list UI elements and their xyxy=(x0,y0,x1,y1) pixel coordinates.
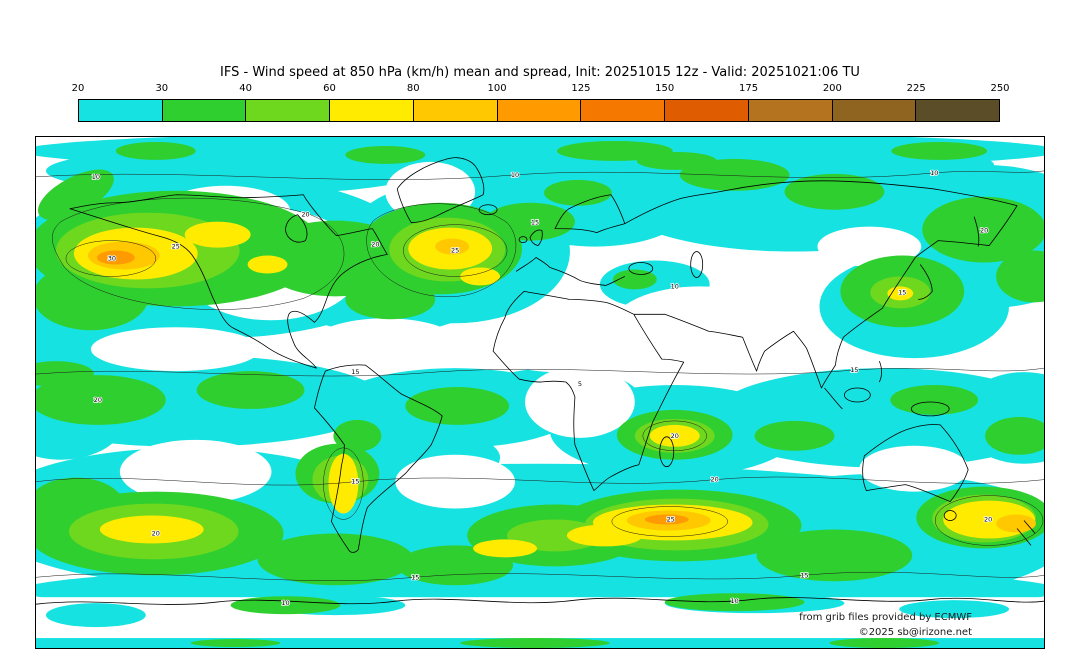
contour-label: 10 xyxy=(281,599,289,607)
colorbar-tick-label: 225 xyxy=(906,83,926,94)
colorbar-tick-label: 150 xyxy=(655,83,675,94)
colorbar-tick-label: 40 xyxy=(239,83,252,94)
colorbar-tick-label: 30 xyxy=(155,83,169,94)
contour-label: 15 xyxy=(850,366,858,374)
colorbar-segment xyxy=(162,100,247,121)
attribution-source: from grib files provided by ECMWF xyxy=(799,612,972,623)
coastline-layer xyxy=(36,157,1044,605)
contour-label: 15 xyxy=(411,573,419,581)
contour-label: 20 xyxy=(711,476,719,484)
isoline-layer xyxy=(36,170,1044,581)
contour-label: 10 xyxy=(92,173,100,181)
contour-label: 20 xyxy=(980,227,988,235)
colorbar-tick-label: 200 xyxy=(822,83,842,94)
attribution: from grib files provided by ECMWF ©2025 … xyxy=(799,610,972,640)
contour-label: 30 xyxy=(108,255,116,263)
contour-label: 10 xyxy=(930,169,938,177)
contour-label: 25 xyxy=(172,243,180,251)
colorbar-segment xyxy=(79,100,163,121)
attribution-copyright: ©2025 sb@irizone.net xyxy=(858,627,972,638)
colorbar-segment xyxy=(916,100,1000,121)
colorbar-segment xyxy=(832,100,917,121)
colorbar-bar xyxy=(78,99,1000,122)
colorbar-segment xyxy=(665,100,749,121)
contour-label: 5 xyxy=(578,380,582,388)
colorbar-segment xyxy=(748,100,833,121)
colorbar: 20 30 40 60 80 100 125 150 175 200 225 250 xyxy=(72,83,1010,122)
contour-label: 20 xyxy=(371,241,379,249)
contour-label: 10 xyxy=(511,171,519,179)
contour-label: 15 xyxy=(351,478,359,486)
colorbar-segment xyxy=(246,100,331,121)
colorbar-tick-label: 20 xyxy=(71,83,85,94)
map-frame: 10 10 10 15 15 15 20 15 15 25 30 20 25 20 15 10 15 20 20 20… xyxy=(35,136,1045,649)
colorbar-tick-label: 125 xyxy=(571,83,591,94)
contour-label: 10 xyxy=(730,597,738,605)
contour-label: 10 xyxy=(671,282,679,290)
wind-fill-layer-100 xyxy=(96,250,689,525)
contour-label: 15 xyxy=(898,288,906,296)
colorbar-tick-label: 250 xyxy=(990,83,1010,94)
colorbar-segment xyxy=(581,100,666,121)
colorbar-segment xyxy=(497,100,582,121)
world-map: 10 10 10 15 15 15 20 15 15 25 30 20 25 20 15 10 15 20 20 20… xyxy=(36,137,1044,648)
contour-label: 25 xyxy=(667,516,675,524)
contour-label: 20 xyxy=(301,211,309,219)
contour-label: 15 xyxy=(351,368,359,376)
colorbar-tick-label: 80 xyxy=(406,83,420,94)
contour-label: 20 xyxy=(984,516,992,524)
colorbar-tick-label: 100 xyxy=(487,83,507,94)
contour-label: 25 xyxy=(451,247,459,255)
chart-title: IFS - Wind speed at 850 hPa (km/h) mean … xyxy=(220,65,860,80)
colorbar-segment xyxy=(413,100,498,121)
colorbar-tick-row: 20 30 40 60 80 100 125 150 175 200 225 250 xyxy=(72,83,1010,97)
colorbar-tick-label: 175 xyxy=(738,83,759,94)
contour-label: 20 xyxy=(152,529,160,537)
contour-label: 20 xyxy=(94,396,102,404)
contour-label: 20 xyxy=(671,432,679,440)
colorbar-tick-label: 60 xyxy=(323,83,336,94)
contour-label-layer: 10 10 10 15 15 15 20 15 15 25 30 20 25 20 15 10 15 20 20 20… xyxy=(91,168,993,608)
colorbar-segment xyxy=(330,100,414,121)
contour-label: 15 xyxy=(800,571,808,579)
contour-label: 15 xyxy=(531,219,539,227)
